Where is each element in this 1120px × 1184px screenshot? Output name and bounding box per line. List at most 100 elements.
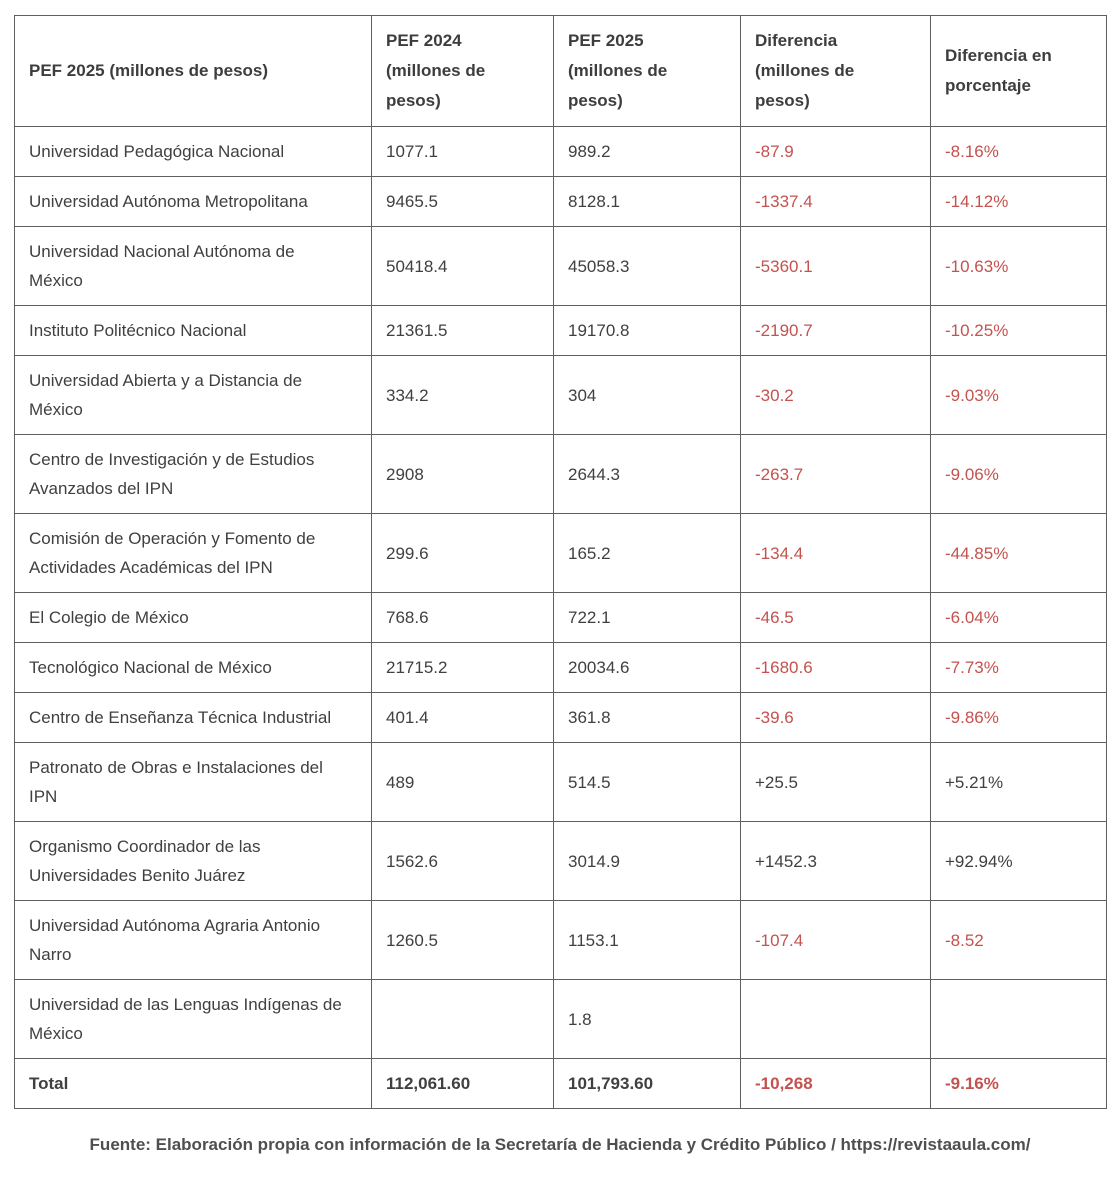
diferencia-pct-cell: -9.03%: [930, 355, 1107, 435]
pef-2024-cell: 1077.1: [371, 126, 554, 177]
diferencia-pct-cell: -44.85%: [930, 513, 1107, 593]
diferencia-cell: -1337.4: [740, 176, 931, 227]
table-row: Universidad de las Lenguas Indígenas de …: [14, 979, 1107, 1059]
diferencia-pct-cell: [930, 979, 1107, 1059]
entity-name-cell: Tecnológico Nacional de México: [14, 642, 372, 693]
total-row: Total 112,061.60 101,793.60 -10,268 -9.16%: [14, 1058, 1107, 1109]
entity-name-cell: Comisión de Operación y Fomento de Activ…: [14, 513, 372, 593]
table-row: Universidad Autónoma Agraria Antonio Nar…: [14, 900, 1107, 980]
entity-name-cell: Instituto Politécnico Nacional: [14, 305, 372, 356]
pef-2025-cell: 989.2: [553, 126, 741, 177]
diferencia-pct-cell: -9.06%: [930, 434, 1107, 514]
table-row: Patronato de Obras e Instalaciones del I…: [14, 742, 1107, 822]
budget-table: PEF 2025 (millones de pesos) PEF 2024 (m…: [14, 15, 1107, 1109]
diferencia-pct-cell: -9.16%: [930, 1058, 1107, 1109]
header-col-title: PEF 2025 (millones de pesos): [14, 15, 372, 127]
diferencia-cell: -263.7: [740, 434, 931, 514]
entity-name-cell: Organismo Coordinador de las Universidad…: [14, 821, 372, 901]
pef-2025-cell: 1.8: [553, 979, 741, 1059]
entity-name-cell: Universidad de las Lenguas Indígenas de …: [14, 979, 372, 1059]
pef-2025-cell: 45058.3: [553, 226, 741, 306]
entity-name-cell: Universidad Autónoma Agraria Antonio Nar…: [14, 900, 372, 980]
table-row: El Colegio de México 768.6 722.1 -46.5 -6.04…: [14, 592, 1107, 643]
diferencia-cell: -30.2: [740, 355, 931, 435]
entity-name-cell: Patronato de Obras e Instalaciones del I…: [14, 742, 372, 822]
entity-name-cell: Universidad Autónoma Metropolitana: [14, 176, 372, 227]
entity-name-cell: Universidad Abierta y a Distancia de Méx…: [14, 355, 372, 435]
pef-2025-cell: 514.5: [553, 742, 741, 822]
pef-2025-cell: 19170.8: [553, 305, 741, 356]
header-row: PEF 2025 (millones de pesos) PEF 2024 (m…: [14, 15, 1107, 127]
diferencia-pct-cell: -14.12%: [930, 176, 1107, 227]
diferencia-cell: -46.5: [740, 592, 931, 643]
diferencia-cell: -39.6: [740, 692, 931, 743]
pef-2024-cell: 9465.5: [371, 176, 554, 227]
pef-2025-cell: 1153.1: [553, 900, 741, 980]
diferencia-cell: -10,268: [740, 1058, 931, 1109]
diferencia-pct-cell: -8.52: [930, 900, 1107, 980]
pef-2024-cell: 21361.5: [371, 305, 554, 356]
entity-name-cell: Centro de Investigación y de Estudios Av…: [14, 434, 372, 514]
header-col-pef-2024: PEF 2024 (millones de pesos): [371, 15, 554, 127]
diferencia-pct-cell: -8.16%: [930, 126, 1107, 177]
source-note: Fuente: Elaboración propia con informaci…: [89, 1135, 1031, 1154]
pef-2024-cell: 50418.4: [371, 226, 554, 306]
diferencia-cell: [740, 979, 931, 1059]
pef-2025-cell: 3014.9: [553, 821, 741, 901]
diferencia-cell: +1452.3: [740, 821, 931, 901]
table-row: Comisión de Operación y Fomento de Activ…: [14, 513, 1107, 593]
diferencia-pct-cell: +5.21%: [930, 742, 1107, 822]
entity-name-cell: Universidad Nacional Autónoma de México: [14, 226, 372, 306]
diferencia-cell: -5360.1: [740, 226, 931, 306]
table-row: Universidad Abierta y a Distancia de Méx…: [14, 355, 1107, 435]
pef-2024-cell: 489: [371, 742, 554, 822]
table-row: Universidad Nacional Autónoma de México 5…: [14, 226, 1107, 306]
table-row: Universidad Pedagógica Nacional 1077.1 989…: [14, 126, 1107, 177]
pef-2024-cell: 1260.5: [371, 900, 554, 980]
table-row: Tecnológico Nacional de México 21715.2 200…: [14, 642, 1107, 693]
header-title-text: PEF 2025 (millones de pesos): [29, 61, 269, 80]
table-row: Centro de Investigación y de Estudios Av…: [14, 434, 1107, 514]
diferencia-pct-cell: -10.63%: [930, 226, 1107, 306]
pef-2025-cell: 722.1: [553, 592, 741, 643]
table-row: Instituto Politécnico Nacional 21361.5 191…: [14, 305, 1107, 356]
diferencia-pct-cell: -10.25%: [930, 305, 1107, 356]
pef-2025-cell: 304: [553, 355, 741, 435]
pef-2025-cell: 361.8: [553, 692, 741, 743]
pef-2025-cell: 2644.3: [553, 434, 741, 514]
pef-2024-cell: 112,061.60: [371, 1058, 554, 1109]
diferencia-cell: +25.5: [740, 742, 931, 822]
diferencia-pct-cell: -6.04%: [930, 592, 1107, 643]
diferencia-cell: -134.4: [740, 513, 931, 593]
pef-2025-cell: 165.2: [553, 513, 741, 593]
diferencia-cell: -1680.6: [740, 642, 931, 693]
pef-2024-cell: 21715.2: [371, 642, 554, 693]
header-col-diferencia-pct: Diferencia en porcentaje: [930, 15, 1107, 127]
pef-2024-cell: 768.6: [371, 592, 554, 643]
pef-2024-cell: [371, 979, 554, 1059]
entity-name-cell: Total: [14, 1058, 372, 1109]
table-row: Organismo Coordinador de las Universidad…: [14, 821, 1107, 901]
diferencia-cell: -2190.7: [740, 305, 931, 356]
pef-2024-cell: 401.4: [371, 692, 554, 743]
diferencia-cell: -107.4: [740, 900, 931, 980]
entity-name-cell: Universidad Pedagógica Nacional: [14, 126, 372, 177]
pef-2024-cell: 1562.6: [371, 821, 554, 901]
entity-name-cell: El Colegio de México: [14, 592, 372, 643]
pef-2025-cell: 20034.6: [553, 642, 741, 693]
header-col-pef-2025: PEF 2025 (millones de pesos): [553, 15, 741, 127]
header-col-diferencia: Diferencia (millones de pesos): [740, 15, 931, 127]
table-row: Universidad Autónoma Metropolitana 9465.5…: [14, 176, 1107, 227]
diferencia-pct-cell: -7.73%: [930, 642, 1107, 693]
diferencia-pct-cell: -9.86%: [930, 692, 1107, 743]
diferencia-pct-cell: +92.94%: [930, 821, 1107, 901]
pef-2025-cell: 8128.1: [553, 176, 741, 227]
table-row: Centro de Enseñanza Técnica Industrial 40…: [14, 692, 1107, 743]
pef-2024-cell: 299.6: [371, 513, 554, 593]
pef-2024-cell: 2908: [371, 434, 554, 514]
entity-name-cell: Centro de Enseñanza Técnica Industrial: [14, 692, 372, 743]
diferencia-cell: -87.9: [740, 126, 931, 177]
pef-2024-cell: 334.2: [371, 355, 554, 435]
pef-2025-cell: 101,793.60: [553, 1058, 741, 1109]
